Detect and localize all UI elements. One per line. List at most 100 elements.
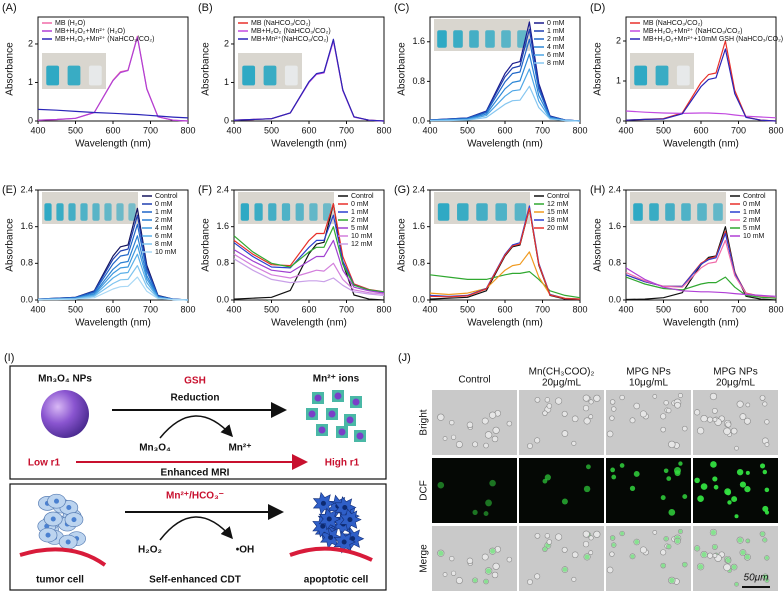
fluorescent-cell [664, 536, 668, 541]
cell [484, 431, 493, 439]
fluorescent-cell [764, 510, 770, 515]
nucleus [71, 517, 77, 523]
fluorescent-cell [484, 579, 488, 584]
legend-label: 0 mM [351, 201, 369, 208]
x-axis-label: Wavelength (nm) [271, 318, 347, 329]
x-tick-label: 500 [264, 125, 279, 135]
cell [466, 557, 474, 565]
spectrum-line [233, 239, 385, 294]
nucleus [320, 523, 326, 529]
tube [457, 203, 469, 221]
y-tick-label: 0.0 [20, 294, 33, 304]
fluorescent-cell [678, 461, 683, 466]
cell [534, 397, 541, 403]
cell [593, 394, 601, 402]
fluorescent-cell [746, 539, 750, 543]
legend-label: MB (NaHCO₃/CO₂) [251, 20, 311, 27]
cell [668, 440, 676, 449]
column-header: Mn(CH₃COO)₂ [529, 367, 595, 378]
fluorescent-cell [629, 485, 636, 491]
cell [633, 402, 640, 410]
fluorescent-cell [763, 538, 767, 542]
cell [723, 563, 731, 572]
fluorescent-cell [583, 485, 591, 493]
cell [709, 392, 718, 401]
fluorescent-cell [759, 463, 766, 469]
spectrum-line [429, 251, 581, 300]
nucleus [50, 516, 56, 522]
vessel [289, 546, 373, 562]
y-tick-label: 2 [28, 38, 33, 48]
cell [682, 425, 688, 432]
fluorescent-cell [694, 477, 700, 484]
micrograph [519, 458, 604, 523]
fluorescent-cell [765, 578, 769, 583]
fluorescent-cell [697, 564, 704, 570]
cell [472, 441, 478, 448]
row-label: DCF [419, 480, 430, 501]
cell [725, 421, 732, 428]
spectrum-line [37, 108, 189, 119]
y-tick-label: 1 [224, 77, 229, 87]
legend-label: Control [351, 193, 374, 200]
cell [561, 410, 568, 417]
fluorescent-cell [611, 543, 616, 547]
cell [506, 420, 513, 427]
row-label: Merge [419, 544, 430, 573]
fluorescent-cell [710, 461, 717, 468]
y-tick-label: 0 [28, 115, 33, 125]
tube [268, 203, 277, 221]
fluorescent-cell [744, 554, 750, 560]
fluorescent-cell [544, 474, 551, 481]
x-tick-label: 600 [497, 125, 512, 135]
y-tick-label: 0.0 [216, 294, 229, 304]
tube [676, 65, 690, 86]
cell [544, 397, 551, 403]
fluorescent-cell [666, 476, 672, 481]
column-header: Control [458, 375, 490, 386]
cell [736, 400, 744, 408]
cell [700, 414, 708, 423]
legend-label: MB+H₂O₂+Mn²⁺ (NaHCO₃/CO₂) [55, 36, 154, 43]
cell [764, 419, 770, 425]
tube [514, 203, 527, 221]
cell [582, 405, 590, 412]
cell [652, 530, 658, 535]
result: Enhanced MRI [161, 468, 230, 479]
legend-label: 10 mM [743, 233, 765, 240]
fluorescent-cell [489, 548, 496, 554]
y-tick-label: 1 [28, 77, 33, 87]
fluorescent-cell [712, 544, 717, 550]
y-tick-label: 2 [616, 35, 621, 45]
tube [295, 203, 304, 221]
legend-label: 10 mM [155, 249, 177, 256]
nucleus [341, 539, 347, 545]
y-tick-label: 0.0 [608, 294, 621, 304]
cell [492, 426, 500, 434]
tumor-cell [37, 493, 86, 550]
x-tick-label: 400 [30, 304, 45, 314]
x-tick-label: 400 [618, 125, 633, 135]
vessel [19, 547, 107, 567]
fluorescent-cell [682, 494, 688, 500]
cell [606, 566, 614, 574]
label: tumor cell [36, 575, 84, 586]
x-tick-label: 400 [422, 125, 437, 135]
fluorescent-cell [585, 464, 591, 470]
tube [128, 203, 136, 221]
cell [707, 416, 714, 423]
ion [352, 398, 360, 406]
spectrum-line [233, 38, 385, 122]
fluorescent-cell [489, 479, 496, 487]
x-tick-label: 800 [768, 125, 783, 135]
legend-label: Control [547, 193, 570, 200]
x-axis-label: Wavelength (nm) [467, 318, 543, 329]
fluorescent-cell [675, 538, 680, 544]
fluorescent-cell [611, 474, 617, 480]
cell [571, 551, 579, 559]
panel-label: (C) [394, 2, 409, 14]
x-tick-label: 800 [376, 125, 391, 135]
fluorescent-cell [666, 544, 671, 549]
legend-label: 6 mM [155, 233, 173, 240]
nucleus [65, 539, 71, 545]
